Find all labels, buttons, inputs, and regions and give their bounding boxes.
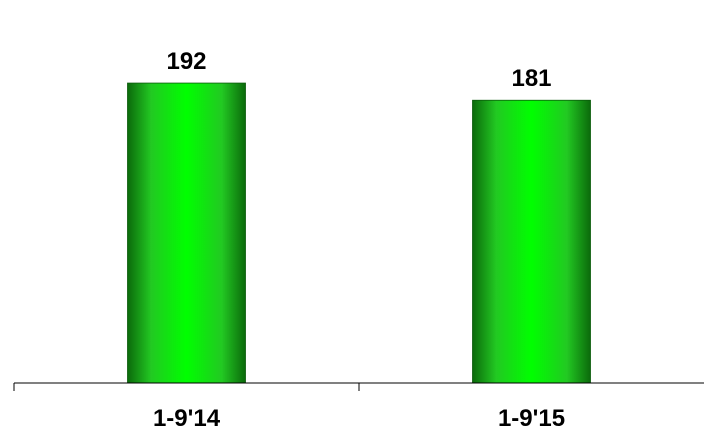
x-tick-label: 1-9'14	[153, 405, 221, 432]
data-label: 192	[166, 48, 206, 75]
bars-group	[127, 82, 591, 384]
data-labels-group: 192 181	[166, 48, 551, 92]
data-label: 181	[511, 65, 551, 92]
x-axis: 1-9'14 1-9'15	[13, 382, 704, 432]
x-tick-label: 1-9'15	[498, 405, 565, 432]
bar	[127, 82, 246, 384]
bar	[472, 99, 591, 384]
